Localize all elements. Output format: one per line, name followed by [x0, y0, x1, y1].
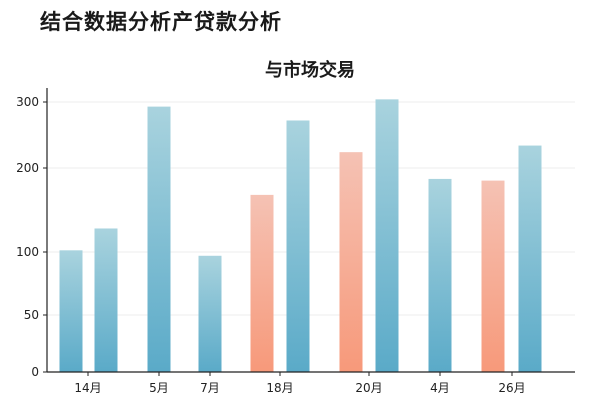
chart-title: 与市场交易 — [265, 60, 355, 81]
bar-20月 — [339, 152, 363, 372]
x-tick-label: 26月 — [498, 381, 525, 395]
x-tick-label: 5月 — [149, 381, 169, 395]
bar-18月 — [250, 194, 274, 372]
bar-4月 — [428, 178, 452, 372]
tick-labels: 0 50 100 200 300 14月 5月 7月 18月 20月 4月 26月 — [16, 95, 526, 395]
page-title: 结合数据分析产贷款分析 — [40, 10, 282, 34]
bar-26月 — [481, 180, 505, 372]
x-tick-label: 14月 — [74, 381, 101, 395]
x-tick-label: 20月 — [355, 381, 382, 395]
bar-14月 — [94, 228, 118, 372]
x-tick-label: 4月 — [430, 381, 450, 395]
bar-14月 — [59, 250, 83, 372]
y-tick-label: 100 — [16, 245, 39, 259]
bars — [59, 99, 542, 373]
bar-5月 — [147, 106, 171, 373]
x-tick-label: 7月 — [200, 381, 220, 395]
y-tick-label: 0 — [31, 365, 39, 379]
bar-7月 — [198, 255, 222, 372]
bar-18月 — [286, 120, 310, 372]
y-tick-label: 50 — [24, 308, 39, 322]
bar-20月 — [375, 99, 399, 373]
bar-26月 — [518, 145, 542, 372]
y-tick-label: 300 — [16, 95, 39, 109]
y-tick-label: 200 — [16, 161, 39, 175]
axes — [43, 88, 575, 376]
x-tick-label: 18月 — [266, 381, 293, 395]
